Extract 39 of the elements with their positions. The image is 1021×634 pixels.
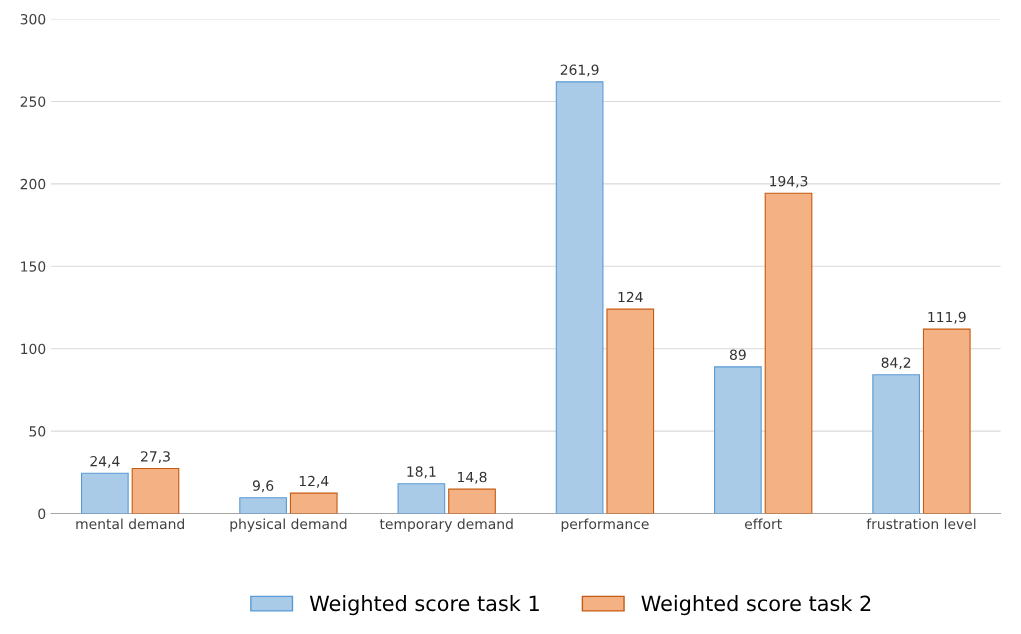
data-label: 89 [729, 349, 746, 360]
x-tick-label: effort [744, 518, 782, 530]
legend-label: Weighted score task 1 [309, 595, 539, 616]
bar [606, 308, 655, 514]
y-tick-label: 300 [20, 13, 46, 25]
data-label: 9,6 [252, 480, 274, 493]
bar [397, 483, 446, 514]
data-label: 84,2 [881, 357, 911, 370]
bar [872, 374, 920, 514]
data-label: 111,9 [928, 311, 966, 324]
bar [764, 192, 813, 514]
legend-label: Weighted score task 2 [641, 595, 871, 616]
y-tick-label: 150 [21, 261, 46, 272]
bar [289, 492, 338, 514]
data-label: 27,3 [141, 451, 170, 464]
x-tick-label: performance [561, 518, 649, 532]
x-tick-label: mental demand [76, 518, 184, 530]
data-label: 14,8 [458, 471, 487, 484]
y-tick-label: 0 [38, 508, 46, 520]
bar [714, 366, 762, 514]
bar [81, 472, 129, 514]
bar [239, 497, 287, 514]
bar [448, 488, 496, 514]
x-tick-label: frustration level [866, 518, 976, 530]
x-tick-label: physical demand [230, 518, 347, 532]
data-label: 124 [618, 291, 643, 303]
bar [555, 81, 604, 514]
x-tick-label: temporary demand [379, 518, 513, 532]
data-label: 12,4 [299, 475, 329, 488]
bar [922, 328, 971, 514]
data-label: 261,9 [560, 64, 599, 77]
y-tick-label: 100 [21, 343, 46, 355]
bar [131, 467, 180, 514]
data-label: 18,1 [407, 466, 436, 479]
y-tick-label: 250 [20, 96, 46, 107]
y-tick-label: 50 [29, 426, 46, 437]
y-tick-label: 200 [20, 178, 46, 190]
data-label: 24,4 [90, 455, 120, 468]
data-label: 194,3 [770, 175, 808, 188]
